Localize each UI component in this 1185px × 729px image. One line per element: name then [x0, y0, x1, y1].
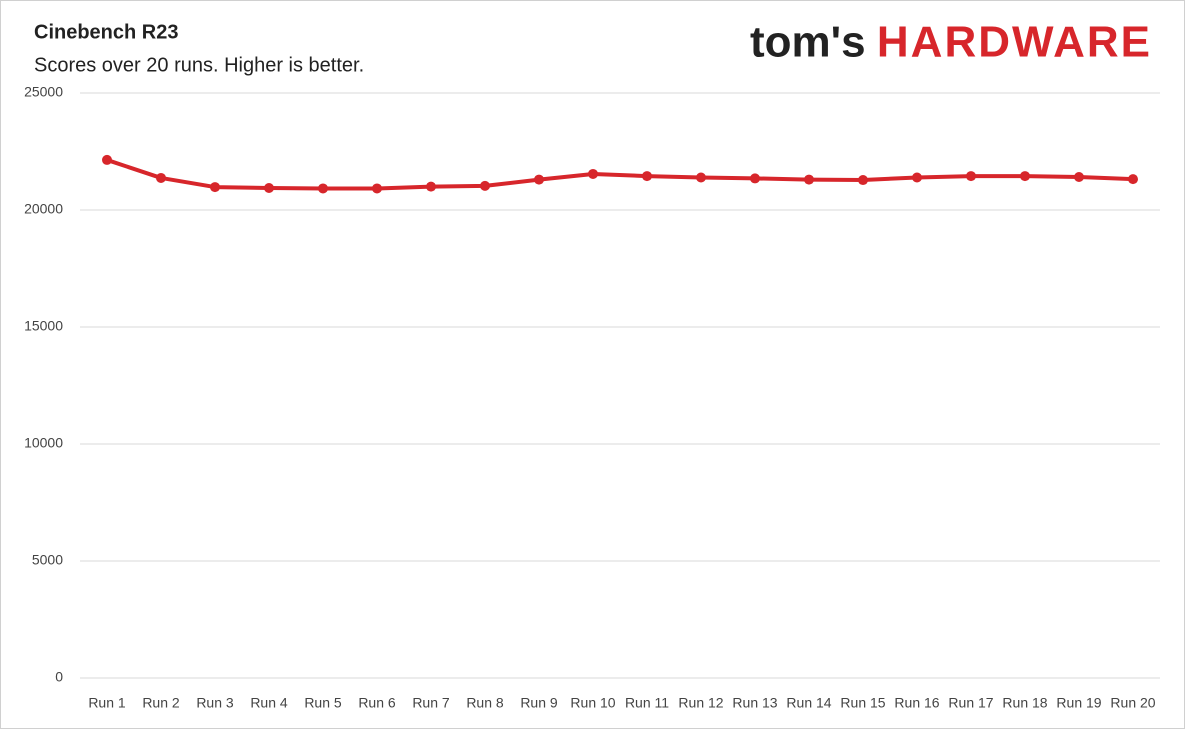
x-tick-label: Run 14 — [786, 695, 831, 711]
data-point — [804, 174, 814, 185]
data-point — [696, 172, 706, 183]
data-point — [1128, 174, 1138, 185]
data-point — [372, 183, 382, 194]
data-point — [480, 180, 490, 191]
x-tick-label: Run 4 — [250, 695, 288, 711]
logo-hardware: HARDWARE — [877, 18, 1152, 67]
data-point — [912, 172, 922, 183]
x-tick-label: Run 19 — [1056, 695, 1101, 711]
chart-title: Cinebench R23 — [34, 21, 178, 43]
y-tick-label: 10000 — [24, 435, 63, 451]
x-tick-label: Run 8 — [466, 695, 504, 711]
data-point — [318, 183, 328, 194]
x-tick-label: Run 16 — [894, 695, 939, 711]
y-tick-label: 25000 — [24, 84, 63, 100]
data-point — [426, 181, 436, 192]
x-tick-label: Run 9 — [520, 695, 558, 711]
data-point — [264, 183, 274, 194]
x-tick-label: Run 3 — [196, 695, 234, 711]
chart-subtitle: Scores over 20 runs. Higher is better. — [34, 54, 364, 76]
data-point — [534, 174, 544, 185]
data-point — [102, 154, 112, 165]
y-tick-label: 15000 — [24, 318, 63, 334]
x-tick-label: Run 13 — [732, 695, 777, 711]
x-tick-label: Run 10 — [570, 695, 615, 711]
x-tick-label: Run 1 — [88, 695, 126, 711]
x-tick-label: Run 15 — [840, 695, 885, 711]
x-tick-label: Run 11 — [625, 695, 669, 711]
data-point — [1020, 171, 1030, 182]
x-tick-label: Run 2 — [142, 695, 180, 711]
data-point — [156, 172, 166, 183]
x-tick-label: Run 17 — [948, 695, 993, 711]
logo-toms: tom's — [750, 18, 866, 67]
y-tick-label: 20000 — [24, 201, 63, 217]
y-tick-label: 0 — [55, 669, 63, 685]
data-point — [642, 171, 652, 182]
x-tick-label: Run 12 — [678, 695, 723, 711]
data-point — [966, 171, 976, 182]
x-tick-label: Run 18 — [1002, 695, 1047, 711]
x-tick-label: Run 20 — [1110, 695, 1155, 711]
x-tick-label: Run 6 — [358, 695, 396, 711]
series-line — [106, 158, 1134, 191]
x-tick-label: Run 5 — [304, 695, 342, 711]
data-point — [588, 168, 598, 179]
data-point — [1074, 172, 1084, 183]
x-tick-label: Run 7 — [412, 695, 450, 711]
data-point — [858, 175, 868, 186]
data-point — [210, 182, 220, 193]
y-tick-label: 5000 — [32, 552, 63, 568]
data-point — [750, 173, 760, 184]
